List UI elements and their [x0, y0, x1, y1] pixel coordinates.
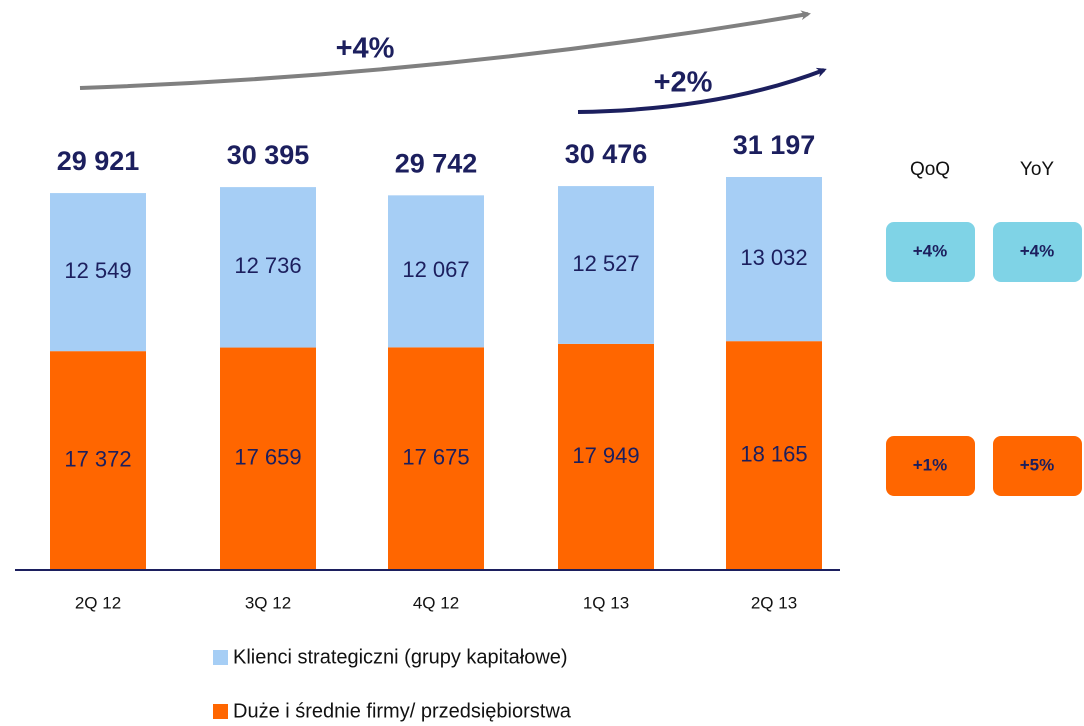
x-tick-label: 4Q 12 — [413, 593, 459, 612]
growth-label: +4% — [913, 241, 948, 260]
growth-label: +4% — [1020, 241, 1055, 260]
total-label: 29 921 — [57, 146, 140, 176]
bar-segment — [726, 341, 822, 570]
bar-segment — [558, 343, 654, 570]
segment-label: 17 949 — [572, 443, 639, 468]
growth-header: YoY — [1020, 159, 1054, 180]
bar-segment — [388, 195, 484, 348]
segment-label: 17 675 — [402, 444, 469, 469]
segment-label: 12 549 — [64, 258, 131, 283]
bar-segment — [558, 186, 654, 344]
bar-segment — [50, 351, 146, 570]
growth-box — [993, 436, 1082, 496]
bar-segment — [220, 187, 316, 348]
growth-box — [886, 222, 975, 282]
segment-label: 17 372 — [64, 446, 131, 471]
trend-arrow — [79, 10, 811, 90]
bar-segment — [388, 347, 484, 570]
growth-box — [886, 436, 975, 496]
growth-label: +1% — [913, 455, 948, 474]
bar-segment — [220, 347, 316, 570]
total-label: 30 395 — [227, 140, 310, 170]
growth-box — [993, 222, 1082, 282]
bar-segment — [726, 177, 822, 342]
legend-swatch — [213, 650, 228, 665]
growth-label: +5% — [1020, 455, 1055, 474]
legend-label: Klienci strategiczni (grupy kapitałowe) — [233, 646, 568, 668]
legend-label: Duże i średnie firmy/ przedsiębiorstwa — [233, 700, 572, 722]
growth-header: QoQ — [910, 159, 950, 180]
trend-arrow — [577, 67, 827, 114]
annotation: +4% — [336, 33, 395, 65]
annotation: +2% — [654, 67, 713, 99]
total-label: 30 476 — [565, 139, 648, 169]
segment-label: 12 067 — [402, 257, 469, 282]
segment-label: 12 736 — [234, 253, 301, 278]
x-tick-label: 2Q 12 — [75, 593, 121, 612]
x-tick-label: 3Q 12 — [245, 593, 291, 612]
x-tick-label: 2Q 13 — [751, 593, 797, 612]
segment-label: 13 032 — [740, 245, 807, 270]
legend-swatch — [213, 704, 228, 719]
segment-label: 17 659 — [234, 445, 301, 470]
segment-label: 12 527 — [572, 251, 639, 276]
total-label: 29 742 — [395, 148, 478, 178]
bar-segment — [50, 193, 146, 352]
x-tick-label: 1Q 13 — [583, 593, 629, 612]
segment-label: 18 165 — [740, 441, 807, 466]
total-label: 31 197 — [733, 130, 816, 160]
